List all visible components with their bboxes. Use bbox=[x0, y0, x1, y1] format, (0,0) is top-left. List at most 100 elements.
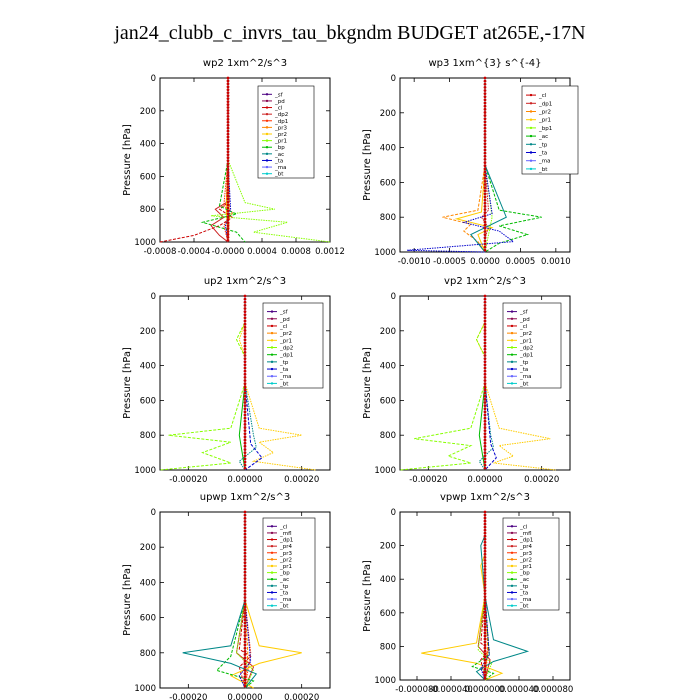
data-point bbox=[483, 189, 487, 193]
y-tick-label: 400 bbox=[140, 578, 156, 588]
data-point bbox=[483, 145, 487, 149]
data-point bbox=[243, 564, 247, 568]
data-point bbox=[243, 426, 247, 429]
data-point bbox=[226, 159, 230, 163]
legend-marker bbox=[510, 591, 514, 594]
x-tick-label: 0.00000 bbox=[227, 693, 262, 700]
data-point bbox=[483, 85, 487, 89]
data-point bbox=[483, 457, 487, 461]
legend-label: _tp bbox=[538, 142, 548, 148]
series-line-ta bbox=[224, 78, 232, 243]
x-tick-label: 0.0004 bbox=[247, 247, 277, 257]
y-tick-label: 0 bbox=[391, 74, 396, 84]
data-point bbox=[483, 416, 487, 420]
data-point bbox=[483, 510, 487, 514]
panel-1: wp2 1xm^2/s^3 Pressure [hPa] 0 200 400 600 800… bbox=[122, 58, 345, 257]
data-point bbox=[243, 444, 247, 448]
data-point bbox=[483, 540, 487, 544]
data-point bbox=[483, 676, 487, 680]
series-line-ta bbox=[484, 296, 497, 471]
y-tick-label: 400 bbox=[140, 140, 156, 150]
data-point bbox=[483, 322, 487, 326]
zero-profile-markers bbox=[243, 294, 247, 470]
legend-marker bbox=[510, 571, 514, 574]
data-point bbox=[243, 659, 247, 663]
data-point bbox=[243, 548, 247, 552]
data-point bbox=[226, 141, 230, 145]
data-point bbox=[243, 634, 247, 637]
legend-marker bbox=[529, 151, 533, 154]
data-point bbox=[243, 376, 247, 379]
data-point bbox=[483, 519, 487, 523]
y-axis-label: Pressure [hPa] bbox=[362, 560, 373, 632]
data-point bbox=[243, 561, 247, 565]
data-point bbox=[226, 191, 230, 195]
legend-label: _pr2 bbox=[279, 557, 292, 563]
data-point bbox=[483, 441, 487, 445]
legend-marker bbox=[529, 126, 533, 130]
data-point bbox=[243, 303, 247, 307]
data-point bbox=[243, 338, 247, 342]
panel-3: up2 1xm^2/s^3 Pressure [hPa] 0 200 400 600 800… bbox=[122, 276, 331, 485]
data-point bbox=[483, 643, 487, 647]
legend-label: _cl bbox=[538, 93, 547, 99]
data-point bbox=[243, 545, 247, 549]
data-point bbox=[483, 667, 487, 671]
data-point bbox=[483, 211, 487, 215]
x-tick-label: -0.000080 bbox=[395, 685, 439, 695]
data-point bbox=[483, 598, 487, 602]
data-point bbox=[483, 183, 487, 186]
legend-label: _ta bbox=[274, 158, 283, 164]
legend-label: _mfl bbox=[279, 531, 292, 537]
x-tick-label: -0.0010 bbox=[398, 257, 431, 267]
data-point bbox=[243, 416, 247, 420]
data-point bbox=[226, 218, 230, 222]
data-point bbox=[243, 554, 247, 558]
data-point bbox=[483, 661, 487, 665]
x-tick-label: -0.0008 bbox=[144, 247, 177, 257]
data-point bbox=[483, 233, 487, 237]
legend-marker bbox=[510, 558, 514, 561]
legend-marker bbox=[529, 118, 533, 121]
legend-label: _ta bbox=[519, 590, 528, 596]
data-point bbox=[483, 170, 487, 174]
data-point bbox=[483, 369, 487, 373]
legend-marker bbox=[529, 110, 533, 113]
data-point bbox=[243, 344, 247, 348]
legend-label: _ma bbox=[519, 374, 531, 380]
data-point bbox=[226, 112, 230, 115]
y-tick-label: 600 bbox=[380, 396, 396, 406]
data-point bbox=[483, 139, 487, 143]
legend-marker bbox=[510, 597, 514, 601]
x-tick-label: -0.0000 bbox=[212, 247, 245, 257]
legend-label: _pr2 bbox=[519, 557, 532, 563]
legend-label: _tp bbox=[279, 584, 289, 590]
legend-label: _pd bbox=[279, 317, 290, 323]
data-point bbox=[226, 138, 230, 142]
legend-label: _pr3 bbox=[519, 551, 533, 557]
legend-label: _dp1 bbox=[274, 119, 288, 125]
legend-marker bbox=[510, 324, 514, 328]
data-point bbox=[226, 215, 230, 219]
data-point bbox=[483, 429, 487, 433]
data-point bbox=[483, 637, 487, 641]
data-point bbox=[243, 341, 247, 345]
legend-label: _dp2 bbox=[274, 112, 288, 118]
data-point bbox=[483, 239, 487, 243]
x-tick-label: 0.0008 bbox=[281, 247, 311, 257]
legend-label: _sf bbox=[274, 92, 284, 98]
legend: _cl_mfl_dp1_pr4_pr3_pr2_pr1_bp_ac_tp_ta_… bbox=[262, 517, 316, 611]
panel-title: up2 1xm^2/s^3 bbox=[204, 276, 286, 287]
data-point bbox=[483, 568, 487, 571]
panel-6: vpwp 1xm^2/s^3 Pressure [hPa] 0 200 400 600 80… bbox=[362, 492, 573, 695]
series-line-pr1 bbox=[238, 296, 316, 471]
data-point bbox=[243, 643, 247, 647]
data-point bbox=[243, 394, 247, 398]
data-point bbox=[483, 332, 487, 335]
data-point bbox=[483, 426, 487, 429]
legend-label: _bt bbox=[274, 172, 284, 178]
legend-label: _dp1 bbox=[279, 538, 293, 544]
legend-label: _dp2 bbox=[519, 346, 533, 352]
legend-label: _bt bbox=[279, 381, 289, 387]
y-tick-label: 800 bbox=[140, 431, 156, 441]
